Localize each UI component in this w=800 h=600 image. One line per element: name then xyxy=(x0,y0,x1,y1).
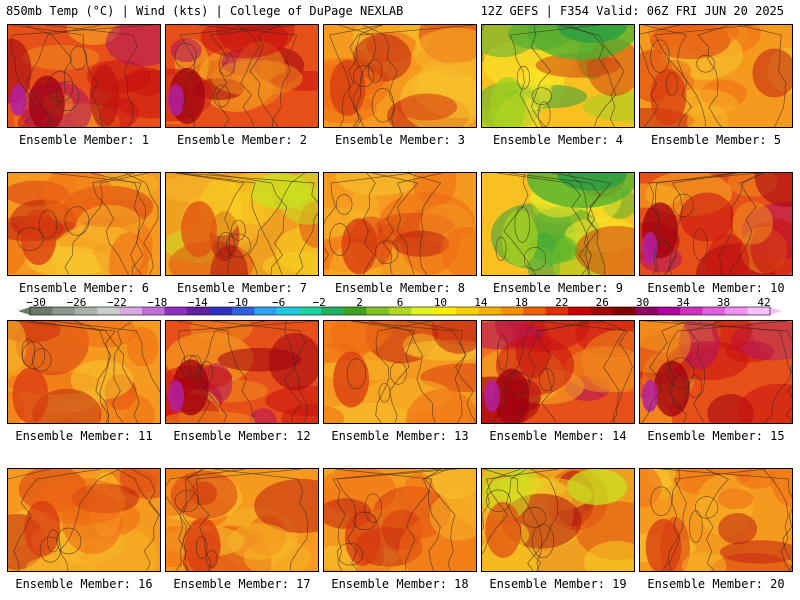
model-valid-time: 12Z GEFS | F354 Valid: 06Z FRI JUN 20 20… xyxy=(480,4,784,18)
colorbar-tick-label: 2 xyxy=(356,296,363,309)
ensemble-member-label: Ensemble Member: 8 xyxy=(334,281,466,295)
ensemble-member-map xyxy=(481,24,635,128)
ensemble-member-map xyxy=(639,172,793,276)
ensemble-member-map xyxy=(481,172,635,276)
colorbar-tick-label: 18 xyxy=(514,296,528,309)
ensemble-member-map xyxy=(7,24,161,128)
ensemble-member-label: Ensemble Member: 18 xyxy=(331,577,469,591)
temperature-field xyxy=(8,173,160,275)
ensemble-member-label: Ensemble Member: 20 xyxy=(647,577,785,591)
colorbar-tick-label: 34 xyxy=(676,296,690,309)
ensemble-member-map xyxy=(481,320,635,424)
map-title: 850mb Temp (°C) | Wind (kts) | College o… xyxy=(6,4,404,18)
ensemble-member-map xyxy=(7,320,161,424)
temperature-field xyxy=(324,173,476,275)
temperature-colorbar: −30 −26 −22 −18 −14 −10 −6 −2 2 6 10 14 18 22 26 30 34 38… xyxy=(0,296,800,320)
temperature-field xyxy=(640,25,792,127)
colorbar-tick-label: 14 xyxy=(474,296,488,309)
ensemble-member-label: Ensemble Member: 16 xyxy=(15,577,153,591)
colorbar-tick-label: 6 xyxy=(396,296,404,309)
ensemble-member-label: Ensemble Member: 15 xyxy=(647,429,785,443)
colorbar-tick-label: −26 xyxy=(66,296,87,309)
ensemble-member-label: Ensemble Member: 9 xyxy=(492,281,624,295)
ensemble-member-map xyxy=(639,24,793,128)
ensemble-member-label: Ensemble Member: 19 xyxy=(489,577,627,591)
ensemble-member-map xyxy=(323,172,477,276)
temperature-field xyxy=(324,321,476,423)
temperature-field xyxy=(166,25,318,127)
temperature-field xyxy=(166,469,318,571)
colorbar-tick-label: 22 xyxy=(555,296,569,309)
temperature-field xyxy=(324,25,476,127)
ensemble-member-map xyxy=(7,172,161,276)
colorbar-tick-label: −14 xyxy=(187,296,208,309)
temperature-field xyxy=(640,173,792,275)
ensemble-member-label: Ensemble Member: 6 xyxy=(18,281,150,295)
ensemble-member-label: Ensemble Member: 1 xyxy=(18,133,150,147)
ensemble-member-map xyxy=(323,24,477,128)
temperature-field xyxy=(482,173,634,275)
ensemble-member-map xyxy=(639,468,793,572)
colorbar-tick-label: −30 xyxy=(26,296,46,309)
temperature-field xyxy=(482,469,634,571)
colorbar-tick-label: −2 xyxy=(312,296,326,309)
colorbar-tick-label: −22 xyxy=(106,296,127,309)
temperature-field xyxy=(324,469,476,571)
ensemble-member-map xyxy=(165,468,319,572)
ensemble-member-map xyxy=(165,24,319,128)
temperature-field xyxy=(640,469,792,571)
ensemble-member-label: Ensemble Member: 10 xyxy=(647,281,785,295)
ensemble-member-map xyxy=(165,172,319,276)
temperature-field xyxy=(482,321,634,423)
ensemble-member-map xyxy=(323,468,477,572)
colorbar-strip xyxy=(18,306,782,316)
colorbar-tick-label: 10 xyxy=(433,296,448,309)
ensemble-member-map xyxy=(639,320,793,424)
ensemble-member-map xyxy=(7,468,161,572)
colorbar-tick-label: −6 xyxy=(272,296,286,309)
ensemble-member-map xyxy=(481,468,635,572)
colorbar-tick-label: 42 xyxy=(757,296,771,309)
temperature-field xyxy=(8,25,160,127)
temperature-field xyxy=(8,321,160,423)
ensemble-member-label: Ensemble Member: 4 xyxy=(492,133,624,147)
colorbar-tick-label: 38 xyxy=(716,296,731,309)
ensemble-member-map xyxy=(165,320,319,424)
ensemble-member-label: Ensemble Member: 3 xyxy=(334,133,466,147)
colorbar-tick-label: 30 xyxy=(636,296,650,309)
colorbar-tick-label: −18 xyxy=(147,296,168,309)
ensemble-member-label: Ensemble Member: 2 xyxy=(176,133,308,147)
ensemble-member-label: Ensemble Member: 14 xyxy=(489,429,627,443)
ensemble-member-label: Ensemble Member: 7 xyxy=(176,281,308,295)
ensemble-member-label: Ensemble Member: 13 xyxy=(331,429,469,443)
ensemble-member-map xyxy=(323,320,477,424)
temperature-field xyxy=(166,173,318,275)
temperature-field xyxy=(640,321,792,423)
temperature-field xyxy=(8,469,160,571)
colorbar-tick-label: −10 xyxy=(228,296,249,309)
temperature-field xyxy=(166,321,318,423)
ensemble-member-label: Ensemble Member: 17 xyxy=(173,577,311,591)
colorbar-tick-label: 26 xyxy=(595,296,609,309)
temperature-field xyxy=(482,25,634,127)
ensemble-member-label: Ensemble Member: 11 xyxy=(15,429,153,443)
ensemble-member-label: Ensemble Member: 12 xyxy=(173,429,311,443)
ensemble-member-label: Ensemble Member: 5 xyxy=(650,133,782,147)
